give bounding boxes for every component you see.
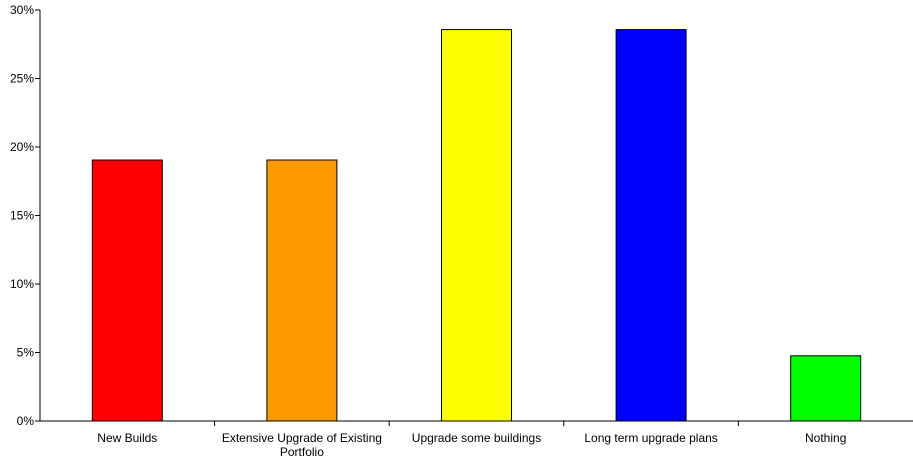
y-tick-label: 20% xyxy=(10,140,34,154)
bar xyxy=(91,159,163,422)
x-category-label-line: Upgrade some buildings xyxy=(412,431,541,445)
y-tick-label: 5% xyxy=(17,346,35,360)
x-category-label-line: Extensive Upgrade of Existing xyxy=(222,431,382,445)
x-category-label-line: New Builds xyxy=(97,431,157,445)
y-tick-label: 30% xyxy=(10,3,34,17)
x-category-label: Nothing xyxy=(805,431,846,445)
x-category-label: New Builds xyxy=(97,431,157,445)
x-category-label: Extensive Upgrade of Existing Portfolio xyxy=(222,431,382,459)
y-axis-ticks: 0% 5% 10% 15% 20% 25% 30% xyxy=(10,3,40,428)
x-category-label-line: Nothing xyxy=(805,431,846,445)
y-tick-label: 0% xyxy=(17,414,35,428)
x-category-label-line: Portfolio xyxy=(280,445,324,459)
y-tick-label: 25% xyxy=(10,72,34,86)
bar xyxy=(790,355,862,422)
x-category-label: Long term upgrade plans xyxy=(584,431,717,445)
x-axis-ticks xyxy=(214,421,739,426)
bar xyxy=(266,159,338,422)
plot-area: 0% 5% 10% 15% 20% 25% 30% New Builds Extensive … xyxy=(10,3,913,459)
x-category-label: Upgrade some buildings xyxy=(412,431,541,445)
bars xyxy=(91,29,862,422)
x-category-label-line: Long term upgrade plans xyxy=(584,431,717,445)
bar xyxy=(615,29,687,422)
bar xyxy=(441,29,512,422)
y-tick-label: 15% xyxy=(10,209,34,223)
category-labels: New Builds Extensive Upgrade of Existing P… xyxy=(97,431,846,459)
y-tick-label: 10% xyxy=(10,277,34,291)
